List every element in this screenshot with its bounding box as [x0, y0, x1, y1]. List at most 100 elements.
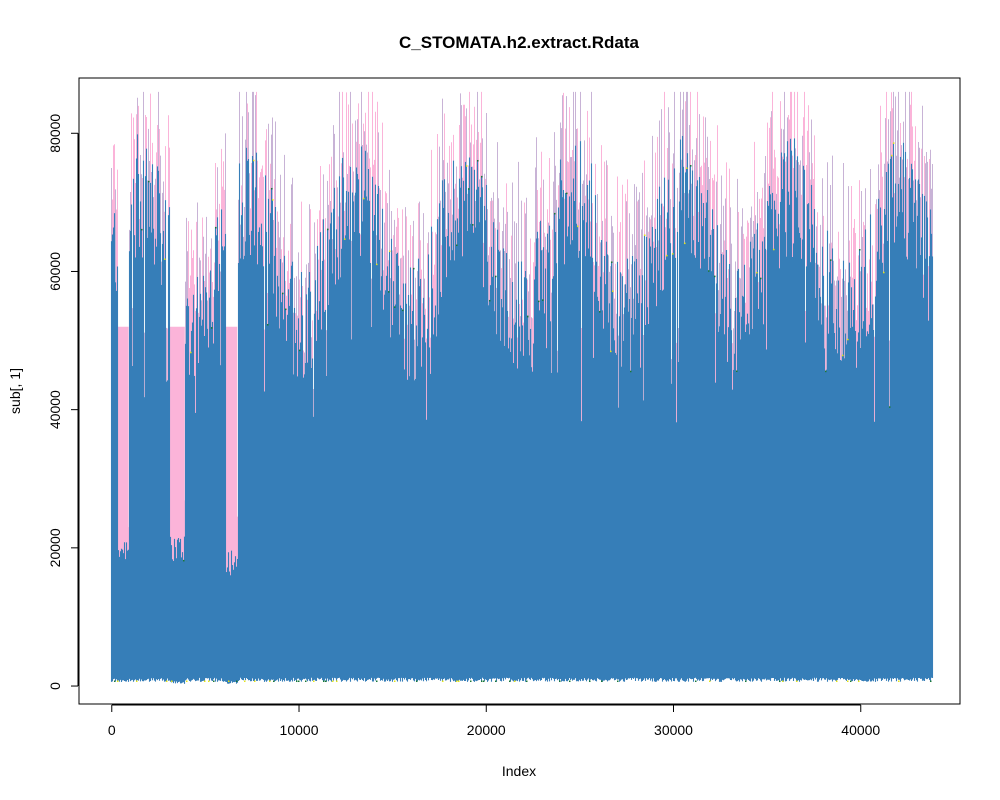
plot-data-series: [110, 91, 934, 684]
series-point-minor: [898, 680, 900, 683]
series-point-minor: [272, 199, 274, 201]
series-point-minor: [612, 290, 614, 293]
series-point-minor: [589, 680, 591, 683]
series-point-minor: [736, 370, 738, 373]
x-tick-label: 0: [108, 722, 116, 738]
y-tick-label: 40000: [47, 390, 63, 429]
series-point-minor: [213, 680, 215, 683]
series-point-minor: [114, 680, 116, 683]
series-point-minor: [456, 244, 458, 247]
series-point-minor: [569, 680, 571, 683]
series-point-minor: [186, 680, 188, 683]
series-point-minor: [495, 275, 497, 278]
series-point-minor: [388, 291, 390, 293]
series-point-minor: [745, 680, 747, 683]
series-point-minor: [850, 680, 852, 683]
series-point-minor: [402, 309, 404, 312]
series-point-minor: [273, 680, 275, 683]
series-point-minor: [271, 187, 273, 190]
series-point-minor: [236, 680, 238, 683]
series-point-minor: [672, 253, 674, 255]
series-point-minor: [930, 680, 932, 683]
series-point-minor: [489, 299, 491, 302]
x-tick-label: 20000: [467, 722, 506, 738]
series-point-minor: [313, 680, 315, 683]
series-point-minor: [394, 680, 396, 683]
series-point-minor: [323, 680, 325, 683]
series-point-minor: [514, 680, 516, 683]
series-point-minor: [470, 680, 472, 683]
series-point-minor: [695, 680, 697, 683]
series-point-minor: [644, 234, 646, 237]
x-tick-label: 40000: [841, 722, 880, 738]
series-point-minor: [847, 680, 849, 683]
series-point-minor: [483, 680, 485, 683]
series-point-minor: [601, 680, 603, 683]
series-point-minor: [166, 680, 168, 683]
series-point-minor: [394, 306, 396, 308]
series-point-minor: [760, 277, 762, 280]
series-point-minor: [825, 370, 827, 373]
series-point-minor: [305, 680, 307, 683]
series-point-minor: [416, 680, 418, 683]
series-point-minor: [859, 249, 861, 251]
series-point-minor: [577, 225, 579, 228]
series-point-minor: [481, 680, 483, 683]
series-point-minor: [714, 275, 716, 278]
series-point-minor: [254, 680, 256, 683]
dip-shade: [225, 326, 238, 576]
series-point-minor: [611, 261, 613, 263]
series-point-minor: [891, 154, 893, 157]
series-point-minor: [690, 165, 692, 167]
plot-frame: [78, 77, 961, 705]
series-point-minor: [599, 311, 601, 313]
series-point-minor: [296, 680, 298, 683]
y-tick-label: 80000: [47, 114, 63, 153]
series-point-minor: [466, 165, 468, 167]
dip-shade: [117, 326, 129, 562]
series-point-minor: [389, 250, 391, 253]
series-point-minor: [526, 680, 528, 683]
series-point-minor: [363, 197, 365, 200]
series-point-minor: [509, 680, 511, 683]
series-point-minor: [481, 175, 483, 178]
series-point-minor: [538, 300, 540, 303]
series-point-minor: [782, 680, 784, 683]
series-point-minor: [617, 680, 619, 683]
chart-title: C_STOMATA.h2.extract.Rdata: [399, 33, 639, 52]
series-point-minor: [269, 680, 271, 683]
series-point-minor: [164, 258, 166, 260]
series-point-minor: [708, 270, 710, 272]
series-point-minor: [666, 254, 668, 257]
series-point-minor: [468, 188, 470, 190]
series-point-minor: [779, 680, 781, 683]
series-point-minor: [211, 327, 213, 329]
series-point-minor: [171, 680, 173, 683]
series-point-minor: [244, 680, 246, 683]
series-point-minor: [893, 142, 895, 144]
series-point-minor: [413, 267, 415, 270]
series-point-minor: [842, 354, 844, 357]
series-point-minor: [298, 680, 300, 683]
series-point-minor: [285, 308, 287, 311]
series-point-minor: [267, 324, 269, 326]
series-point-minor: [830, 259, 832, 261]
x-axis: 0 10000 20000 30000 40000: [108, 704, 880, 738]
series-point-minor: [773, 248, 775, 251]
series-point-minor: [136, 680, 138, 683]
x-axis-label: Index: [502, 763, 536, 779]
series-point-minor: [847, 338, 849, 341]
x-tick-label: 30000: [654, 722, 693, 738]
series-point-minor: [456, 680, 458, 683]
series-point-minor: [442, 680, 444, 683]
series-point-minor: [477, 159, 479, 162]
series-point-minor: [282, 292, 284, 295]
series-point-minor: [228, 680, 230, 683]
x-tick-label: 10000: [280, 722, 319, 738]
series-point-minor: [542, 299, 544, 301]
series-point-minor: [559, 680, 561, 683]
series-point-minor: [630, 370, 632, 373]
series-point-minor: [889, 406, 891, 408]
series-point-minor: [253, 159, 255, 162]
